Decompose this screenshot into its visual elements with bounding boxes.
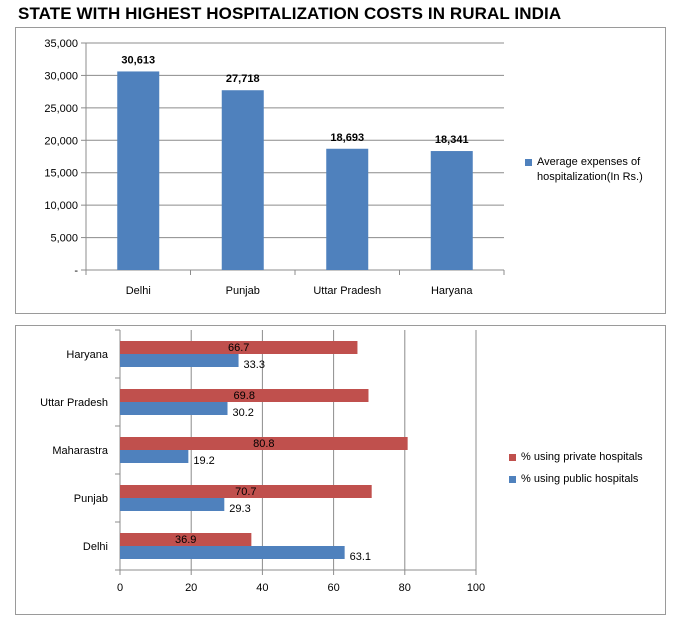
x-tick-label: Haryana <box>431 285 473 297</box>
data-label-uttar-pradesh: 18,693 <box>330 132 364 144</box>
bar-private-maharastra <box>120 437 408 450</box>
bar-haryana <box>430 151 473 270</box>
data-label-private-uttar-pradesh: 69.8 <box>234 390 255 402</box>
bar-private-haryana <box>120 341 358 354</box>
data-label-private-haryana: 66.7 <box>228 342 249 354</box>
x-tick-label: 20 <box>185 582 197 594</box>
legend-swatch <box>509 476 516 483</box>
data-label-haryana: 18,341 <box>435 134 469 146</box>
bar-public-punjab <box>120 498 225 511</box>
legend-swatch <box>525 159 532 166</box>
bar-chart-expenses: - 5,000 10,000 15,000 20,000 25,000 30,000 35,0… <box>44 38 505 297</box>
bar-punjab <box>221 90 264 270</box>
y-tick-label: Haryana <box>66 349 108 361</box>
y-tick-label: Maharastra <box>52 445 109 457</box>
legend-label: % using private hospitals <box>521 451 643 463</box>
legend-item-private: % using private hospitals <box>509 450 665 465</box>
data-label-punjab: 27,718 <box>226 73 260 85</box>
bar-private-punjab <box>120 485 372 498</box>
legend-item-public: % using public hospitals <box>509 472 665 487</box>
y-tick-label: 5,000 <box>50 233 78 245</box>
y-tick-label: 15,000 <box>44 168 78 180</box>
x-tick-label: 0 <box>117 582 123 594</box>
bar-delhi <box>117 71 160 271</box>
x-tick-label: 100 <box>467 582 485 594</box>
y-tick-label: Uttar Pradesh <box>40 397 108 409</box>
legend-swatch <box>509 454 516 461</box>
legend-label: % using public hospitals <box>521 473 639 485</box>
bar-public-delhi <box>120 546 345 559</box>
y-tick-label: 35,000 <box>44 38 78 50</box>
y-tick-label: 20,000 <box>44 135 78 147</box>
bar-private-uttar-pradesh <box>120 389 369 402</box>
data-label-delhi: 30,613 <box>121 54 155 66</box>
bar-public-uttar-pradesh <box>120 402 228 415</box>
x-tick-label: Punjab <box>226 285 260 297</box>
data-label-public-haryana: 33.3 <box>244 359 265 371</box>
legend-hospital-usage: % using private hospitals % using public… <box>509 450 665 487</box>
y-tick-label: 25,000 <box>44 103 78 115</box>
y-tick-label: - <box>74 265 78 277</box>
data-label-public-maharastra: 19.2 <box>193 455 214 467</box>
bar-chart-hospital-usage: 0 20 40 60 80 100 Haryana 66.7 33.3 Uttar Pradesh… <box>40 329 485 594</box>
y-tick-label: 30,000 <box>44 70 78 82</box>
x-tick-label: 80 <box>399 582 411 594</box>
data-label-private-punjab: 70.7 <box>235 486 256 498</box>
bar-private-delhi <box>120 533 252 546</box>
x-tick-label: Uttar Pradesh <box>313 285 381 297</box>
data-label-public-delhi: 63.1 <box>350 551 371 563</box>
data-label-public-punjab: 29.3 <box>229 503 250 515</box>
legend-expenses: Average expenses of hospitalization(In R… <box>525 155 665 185</box>
data-label-private-maharastra: 80.8 <box>253 438 274 450</box>
chart-panel-hospitalization-expenses: - 5,000 10,000 15,000 20,000 25,000 30,000 35,0… <box>15 27 666 314</box>
y-tick-label: Punjab <box>74 493 108 505</box>
bar-uttar-pradesh <box>326 148 369 270</box>
legend-item-average-expenses: Average expenses of hospitalization(In R… <box>525 155 665 185</box>
data-label-private-delhi: 36.9 <box>175 534 196 546</box>
bar-public-haryana <box>120 354 239 367</box>
y-tick-label: Delhi <box>83 541 108 553</box>
chart-panel-hospital-usage: 0 20 40 60 80 100 Haryana 66.7 33.3 Uttar Pradesh… <box>15 325 666 615</box>
legend-label: Average expenses of hospitalization(In R… <box>537 156 643 183</box>
x-tick-label: 40 <box>256 582 268 594</box>
x-tick-label: Delhi <box>126 285 151 297</box>
bar-public-maharastra <box>120 450 189 463</box>
data-label-public-uttar-pradesh: 30.2 <box>233 407 254 419</box>
x-tick-label: 60 <box>327 582 339 594</box>
y-tick-label: 10,000 <box>44 200 78 212</box>
page-title: STATE WITH HIGHEST HOSPITALIZATION COSTS… <box>18 4 562 23</box>
